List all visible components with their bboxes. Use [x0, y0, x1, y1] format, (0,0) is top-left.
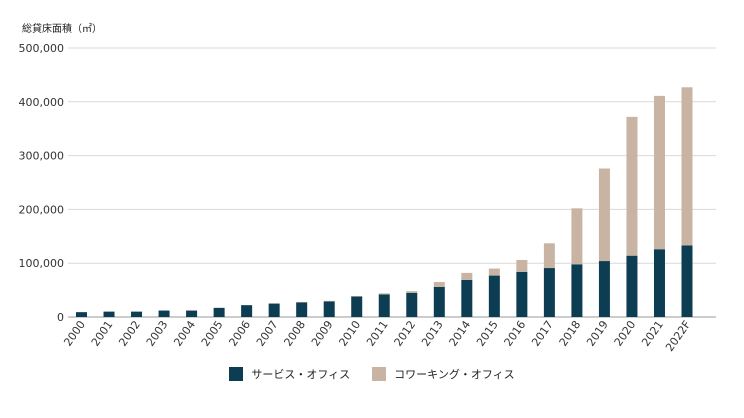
bar-coworking-office: [433, 282, 445, 287]
bar-service-office: [461, 279, 473, 317]
bar-coworking-office: [296, 301, 308, 303]
x-tick-label: 2006: [226, 318, 253, 348]
bar-service-office: [186, 310, 198, 317]
bar-coworking-office: [406, 291, 418, 293]
bar-coworking-office: [653, 95, 665, 250]
legend-swatch-coworking-office: [372, 367, 387, 381]
bar-service-office: [598, 261, 610, 317]
bar-service-office: [543, 268, 555, 317]
bar-service-office: [158, 310, 170, 317]
legend-item-coworking-office: コワーキング・オフィス: [372, 366, 515, 382]
bar-coworking-office: [488, 268, 500, 276]
y-tick-label: 400,000: [19, 96, 65, 109]
bar-service-office: [488, 275, 500, 317]
legend-label-service-office: サービス・オフィス: [251, 368, 351, 381]
y-axis-title: 総貸床面積（㎡）: [22, 24, 102, 35]
bar-service-office: [131, 311, 143, 317]
bar-service-office: [378, 294, 390, 317]
x-tick-label: 2002: [116, 318, 143, 348]
x-tick-label: 2008: [281, 318, 308, 348]
bar-service-office: [626, 255, 638, 317]
bar-service-office: [571, 264, 583, 317]
bar-service-office: [681, 245, 693, 317]
bar-coworking-office: [516, 259, 528, 272]
legend-item-service-office: サービス・オフィス: [229, 366, 350, 382]
legend-swatch-service-office: [229, 367, 244, 381]
bar-coworking-office: [461, 272, 473, 280]
x-tick-label: 2004: [171, 318, 198, 348]
bar-service-office: [241, 305, 253, 317]
bar-coworking-office: [626, 116, 638, 256]
bar-coworking-office: [351, 296, 363, 297]
bar-service-office: [103, 311, 115, 317]
bar-service-office: [653, 249, 665, 317]
bar-coworking-office: [378, 293, 390, 295]
bar-service-office: [351, 296, 363, 317]
x-tick-label: 2011: [364, 318, 391, 348]
x-tick-label: 2010: [336, 318, 363, 348]
x-tick-label: 2017: [529, 318, 556, 348]
x-tick-label: 2020: [612, 318, 639, 348]
bar-service-office: [433, 286, 445, 317]
x-tick-label: 2012: [392, 318, 419, 348]
x-tick-label: 2003: [144, 318, 171, 348]
bar-coworking-office: [571, 208, 583, 265]
y-tick-label: 500,000: [19, 42, 65, 55]
x-tick-label: 2009: [309, 318, 336, 348]
bar-coworking-office: [681, 87, 693, 246]
bar-service-office: [406, 292, 418, 317]
x-tick-label: 2021: [639, 318, 666, 348]
x-tick-label: 2007: [254, 318, 281, 348]
bar-coworking-office: [598, 168, 610, 262]
x-tick-label: 2001: [89, 318, 116, 348]
y-tick-label: 0: [57, 311, 64, 324]
x-tick-label: 2022F: [663, 318, 693, 354]
legend-label-coworking-office: コワーキング・オフィス: [394, 368, 515, 381]
x-tick-label: 2015: [474, 318, 501, 348]
bar-service-office: [516, 271, 528, 317]
x-tick-label: 2016: [502, 318, 529, 348]
x-tick-label: 2000: [61, 318, 88, 348]
y-tick-label: 200,000: [19, 203, 65, 216]
y-tick-label: 300,000: [19, 150, 65, 163]
bar-service-office: [323, 301, 335, 317]
bar-service-office: [268, 303, 280, 317]
x-tick-label: 2013: [419, 318, 446, 348]
bar-service-office: [296, 302, 308, 317]
bar-service-office: [213, 307, 225, 317]
x-tick-label: 2005: [199, 318, 226, 348]
legend: サービス・オフィス コワーキング・オフィス: [0, 366, 744, 382]
bar-coworking-office: [323, 300, 335, 302]
x-tick-label: 2014: [447, 318, 474, 348]
bar-service-office: [76, 312, 87, 317]
bar-coworking-office: [543, 243, 555, 269]
y-tick-label: 100,000: [19, 257, 65, 270]
x-tick-label: 2018: [557, 318, 584, 348]
x-tick-label: 2019: [584, 318, 611, 348]
